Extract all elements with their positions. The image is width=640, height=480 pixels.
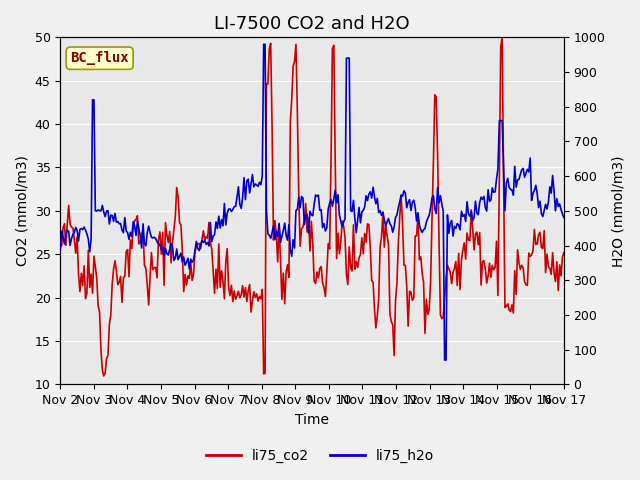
Y-axis label: H2O (mmol/m3): H2O (mmol/m3)	[611, 155, 625, 266]
X-axis label: Time: Time	[295, 413, 329, 427]
Legend: li75_co2, li75_h2o: li75_co2, li75_h2o	[200, 443, 440, 468]
Title: LI-7500 CO2 and H2O: LI-7500 CO2 and H2O	[214, 15, 410, 33]
Y-axis label: CO2 (mmol/m3): CO2 (mmol/m3)	[15, 156, 29, 266]
Text: BC_flux: BC_flux	[70, 51, 129, 65]
